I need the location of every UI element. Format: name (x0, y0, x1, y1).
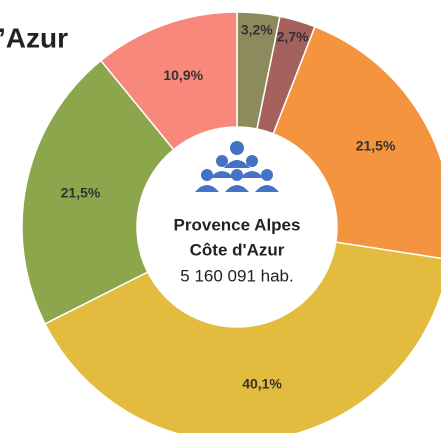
data-label: 3,2% (241, 22, 273, 38)
data-label: 21,5% (356, 138, 396, 154)
chart-title: ’Azur (0, 22, 68, 53)
data-label: 10,9% (163, 67, 203, 83)
center-line: 5 160 091 hab. (180, 266, 293, 285)
data-label: 21,5% (61, 184, 101, 200)
center-line: Côte d'Azur (190, 240, 285, 259)
donut-hole (137, 127, 337, 327)
data-label: 40,1% (242, 376, 282, 392)
people-icon (195, 141, 279, 192)
center-line: Provence Alpes (174, 215, 301, 234)
data-label: 2,7% (277, 29, 309, 45)
